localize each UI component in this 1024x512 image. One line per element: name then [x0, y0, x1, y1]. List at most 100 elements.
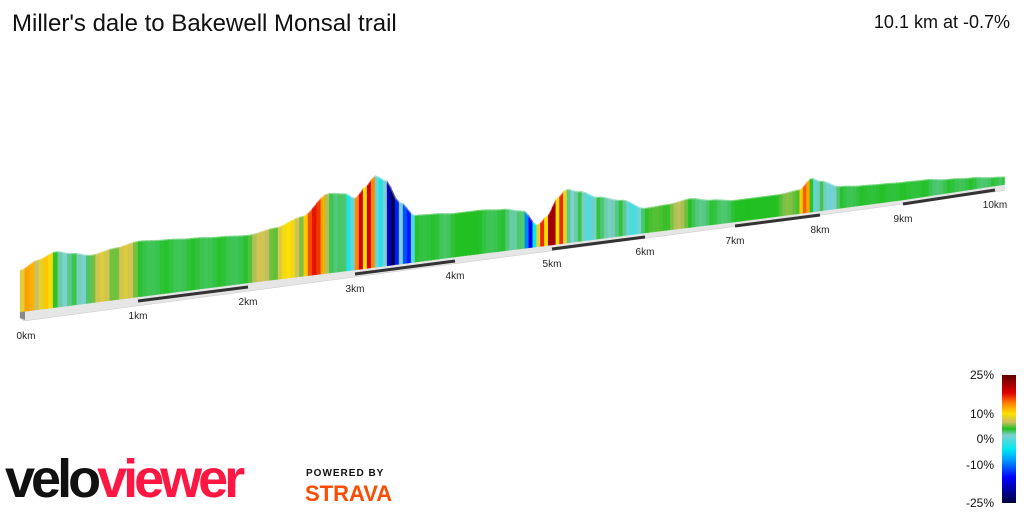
- profile-top-edge: [659, 203, 664, 207]
- gradient-segment: [430, 213, 436, 261]
- gradient-segment: [698, 198, 704, 227]
- gradient-segment: [738, 198, 743, 222]
- gradient-segment: [398, 201, 404, 265]
- gradient-segment: [655, 205, 660, 232]
- gradient-segment: [603, 196, 609, 239]
- gradient-segment: [596, 196, 601, 240]
- profile-top-edge: [33, 258, 40, 262]
- gradient-segment: [574, 190, 579, 243]
- profile-top-edge: [62, 251, 68, 254]
- gradient-segment: [454, 212, 460, 258]
- gradient-segment: [536, 222, 541, 248]
- profile-top-edge: [611, 197, 616, 201]
- profile-top-edge: [629, 201, 635, 206]
- profile-top-edge: [390, 187, 396, 198]
- gradient-segment: [142, 240, 148, 297]
- gradient-segment: [863, 184, 868, 206]
- gradient-segment: [151, 240, 157, 296]
- gradient-segment: [133, 240, 139, 298]
- gradient-segment: [493, 209, 499, 253]
- gradient-segment: [758, 196, 763, 220]
- profile-top-edge: [294, 215, 300, 220]
- profile-top-edge: [680, 198, 685, 202]
- gradient-segment: [713, 199, 718, 225]
- profile-top-edge: [43, 253, 49, 259]
- gradient-segment: [716, 199, 722, 225]
- profile-top-edge: [655, 204, 660, 208]
- profile-top-edge: [286, 219, 292, 224]
- profile-top-edge: [779, 192, 783, 196]
- gradient-segment: [252, 232, 258, 283]
- profile-top-edge: [366, 178, 372, 187]
- gradient-segment: [478, 209, 483, 255]
- profile-top-edge: [782, 191, 787, 195]
- profile-top-edge: [802, 181, 808, 188]
- gradient-segment: [866, 184, 871, 206]
- profile-top-edge: [114, 246, 120, 249]
- gradient-segment: [906, 180, 911, 200]
- gradient-segment: [212, 236, 218, 288]
- profile-top-edge: [558, 190, 564, 197]
- legend-tick: -25%: [965, 496, 994, 510]
- gradient-segment: [48, 251, 54, 309]
- gradient-segment: [221, 235, 227, 287]
- profile-top-edge: [118, 244, 125, 248]
- gradient-segment: [589, 193, 594, 241]
- profile-top-edge: [652, 205, 656, 208]
- gradient-segment: [181, 238, 187, 292]
- gradient-segment: [796, 189, 801, 215]
- gradient-segment: [524, 210, 530, 249]
- profile-top-edge: [677, 199, 682, 203]
- profile-top-edge: [527, 214, 534, 222]
- gradient-segment: [816, 179, 821, 212]
- profile-top-edge: [531, 220, 538, 226]
- gradient-segment: [71, 253, 78, 306]
- profile-top-edge: [290, 217, 296, 222]
- profile-top-edge: [123, 242, 129, 247]
- gradient-segment: [976, 176, 981, 189]
- gradient-segment: [947, 178, 952, 194]
- profile-top-edge: [625, 199, 631, 203]
- gradient-segment: [772, 194, 777, 218]
- gradient-segment: [438, 213, 444, 260]
- profile-top-edge: [509, 208, 514, 211]
- gradient-segment: [563, 188, 568, 244]
- gradient-segment: [299, 215, 305, 277]
- gradient-segment: [813, 178, 818, 213]
- profile-top-edge: [324, 192, 330, 196]
- gradient-segment: [177, 238, 183, 293]
- gradient-segment: [128, 241, 134, 299]
- gradient-segment: [406, 207, 412, 264]
- gradient-segment: [239, 235, 245, 285]
- gradient-segment: [290, 218, 296, 278]
- profile-top-edge: [539, 217, 546, 224]
- gradient-segment: [688, 198, 693, 228]
- profile-top-edge: [823, 180, 827, 183]
- gradient-segment: [928, 178, 933, 197]
- gradient-segment: [980, 176, 985, 189]
- profile-top-edge: [543, 214, 549, 219]
- gradient-segment: [607, 197, 613, 238]
- gradient-segment: [470, 210, 475, 256]
- gradient-segment: [256, 231, 262, 283]
- profile-top-edge: [104, 248, 111, 252]
- powered-by-label: POWERED BY: [306, 468, 385, 479]
- gradient-segment: [987, 177, 992, 188]
- legend-tick: 25%: [969, 368, 994, 382]
- profile-top-edge: [536, 221, 541, 226]
- gradient-segment: [173, 238, 179, 293]
- profile-top-edge: [307, 207, 313, 214]
- gradient-segment: [629, 201, 635, 236]
- gradient-segment: [528, 214, 534, 249]
- gradient-segment: [882, 183, 887, 203]
- gradient-segment: [823, 180, 828, 211]
- profile-top-edge: [374, 174, 380, 178]
- gradient-segment: [485, 209, 491, 254]
- gradient-segment: [618, 199, 624, 237]
- profile-top-edge: [796, 188, 800, 192]
- gradient-segment: [324, 192, 330, 274]
- gradient-segment: [104, 248, 111, 302]
- gradient-segment: [362, 185, 368, 270]
- gradient-segment: [29, 260, 35, 311]
- profile-top-edge: [581, 190, 586, 194]
